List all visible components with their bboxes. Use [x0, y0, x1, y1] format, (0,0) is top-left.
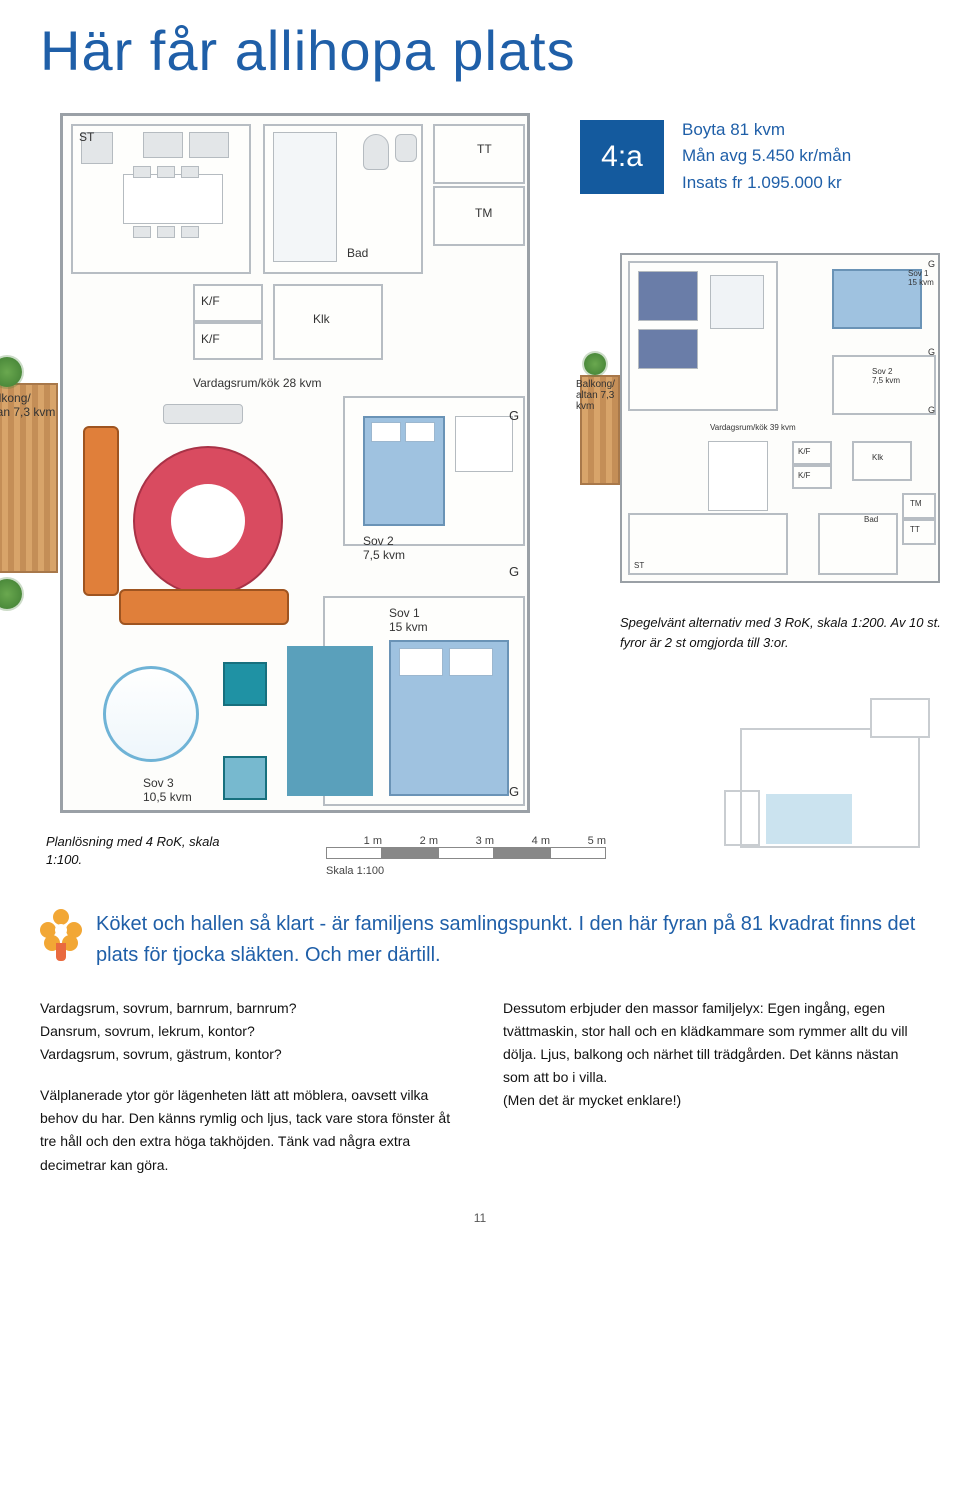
label-tt: TT: [477, 142, 492, 156]
info-insats: Insats fr 1.095.000 kr: [682, 170, 851, 196]
label-g2: G: [509, 564, 519, 579]
page-number: 11: [40, 1211, 920, 1225]
label-g3: G: [509, 784, 519, 799]
plan-small: Sov 1 15 kvm G Sov 2 7,5 kvm G G Vardags…: [620, 253, 940, 583]
outline-shape: [740, 698, 940, 858]
sm-balkong: Balkong/ altan 7,3 kvm: [576, 379, 632, 412]
label-g1: G: [509, 408, 519, 423]
sm-bad: Bad: [864, 515, 878, 524]
plant-icon: [0, 579, 22, 609]
tick-3: 3 m: [438, 835, 494, 847]
label-st: ST: [79, 130, 94, 144]
col-left-body: Välplanerade ytor gör lägenheten lätt at…: [40, 1084, 457, 1176]
info-avg: Mån avg 5.450 kr/mån: [682, 143, 851, 169]
content: Köket och hallen så klart - är familjens…: [40, 909, 920, 1225]
label-klk: Klk: [313, 312, 330, 326]
sm-sov2: Sov 2 7,5 kvm: [872, 367, 900, 385]
col-left-questions: Vardagsrum, sovrum, barnrum, barnrum? Da…: [40, 997, 457, 1066]
apartment-type-badge: 4:a: [580, 120, 664, 194]
plan-main: ST Bad TT TM K/F K/F Klk Vardagsrum/kök …: [60, 113, 530, 813]
floorplans: ST Bad TT TM K/F K/F Klk Vardagsrum/kök …: [40, 113, 920, 893]
col-right: Dessutom erbjuder den massor familjelyx:…: [503, 997, 920, 1177]
label-vardag: Vardagsrum/kök 28 kvm: [193, 376, 322, 390]
label-bad: Bad: [347, 246, 368, 260]
scale-bar: 1 m 2 m 3 m 4 m 5 m Skala 1:100: [326, 833, 606, 877]
label-sov1: Sov 1 15 kvm: [389, 606, 428, 634]
sm-vardag: Vardagsrum/kök 39 kvm: [710, 423, 796, 432]
tick-1: 1 m: [326, 835, 382, 847]
label-balkong: Balkong/ altan 7,3 kvm: [0, 391, 64, 419]
sm-g3: G: [928, 405, 935, 415]
label-sov2: Sov 2 7,5 kvm: [363, 534, 405, 562]
sm-tm: TM: [910, 499, 922, 508]
sm-klk: Klk: [872, 453, 883, 462]
label-tm: TM: [475, 206, 492, 220]
page-title: Här får allihopa plats: [40, 18, 920, 83]
caption-small-plan: Spegelvänt alternativ med 3 RoK, skala 1…: [620, 613, 950, 652]
sm-kf2: K/F: [798, 471, 810, 480]
tick-2: 2 m: [382, 835, 438, 847]
plant-icon: [584, 353, 606, 375]
sm-sov1: Sov 1 15 kvm: [908, 269, 934, 287]
scale-row: Planlösning med 4 RoK, skala 1:100. 1 m …: [46, 833, 606, 877]
tick-5: 5 m: [550, 835, 606, 847]
sm-st: ST: [634, 561, 644, 570]
sm-kf: K/F: [798, 447, 810, 456]
apartment-info: Boyta 81 kvm Mån avg 5.450 kr/mån Insats…: [682, 117, 851, 196]
sm-g2: G: [928, 347, 935, 357]
label-kf2: K/F: [201, 332, 220, 346]
label-sov3: Sov 3 10,5 kvm: [143, 776, 192, 804]
col-right-body: Dessutom erbjuder den massor familjelyx:…: [503, 997, 920, 1112]
lead-paragraph: Köket och hallen så klart - är familjens…: [96, 909, 920, 971]
sm-g: G: [928, 259, 935, 269]
scale-label: Skala 1:100: [326, 865, 384, 877]
info-boyta: Boyta 81 kvm: [682, 117, 851, 143]
sm-tt: TT: [910, 525, 920, 534]
tick-4: 4 m: [494, 835, 550, 847]
label-kf1: K/F: [201, 294, 220, 308]
flower-icon: [40, 909, 82, 963]
caption-main-plan: Planlösning med 4 RoK, skala 1:100.: [46, 833, 246, 869]
col-left: Vardagsrum, sovrum, barnrum, barnrum? Da…: [40, 997, 457, 1177]
